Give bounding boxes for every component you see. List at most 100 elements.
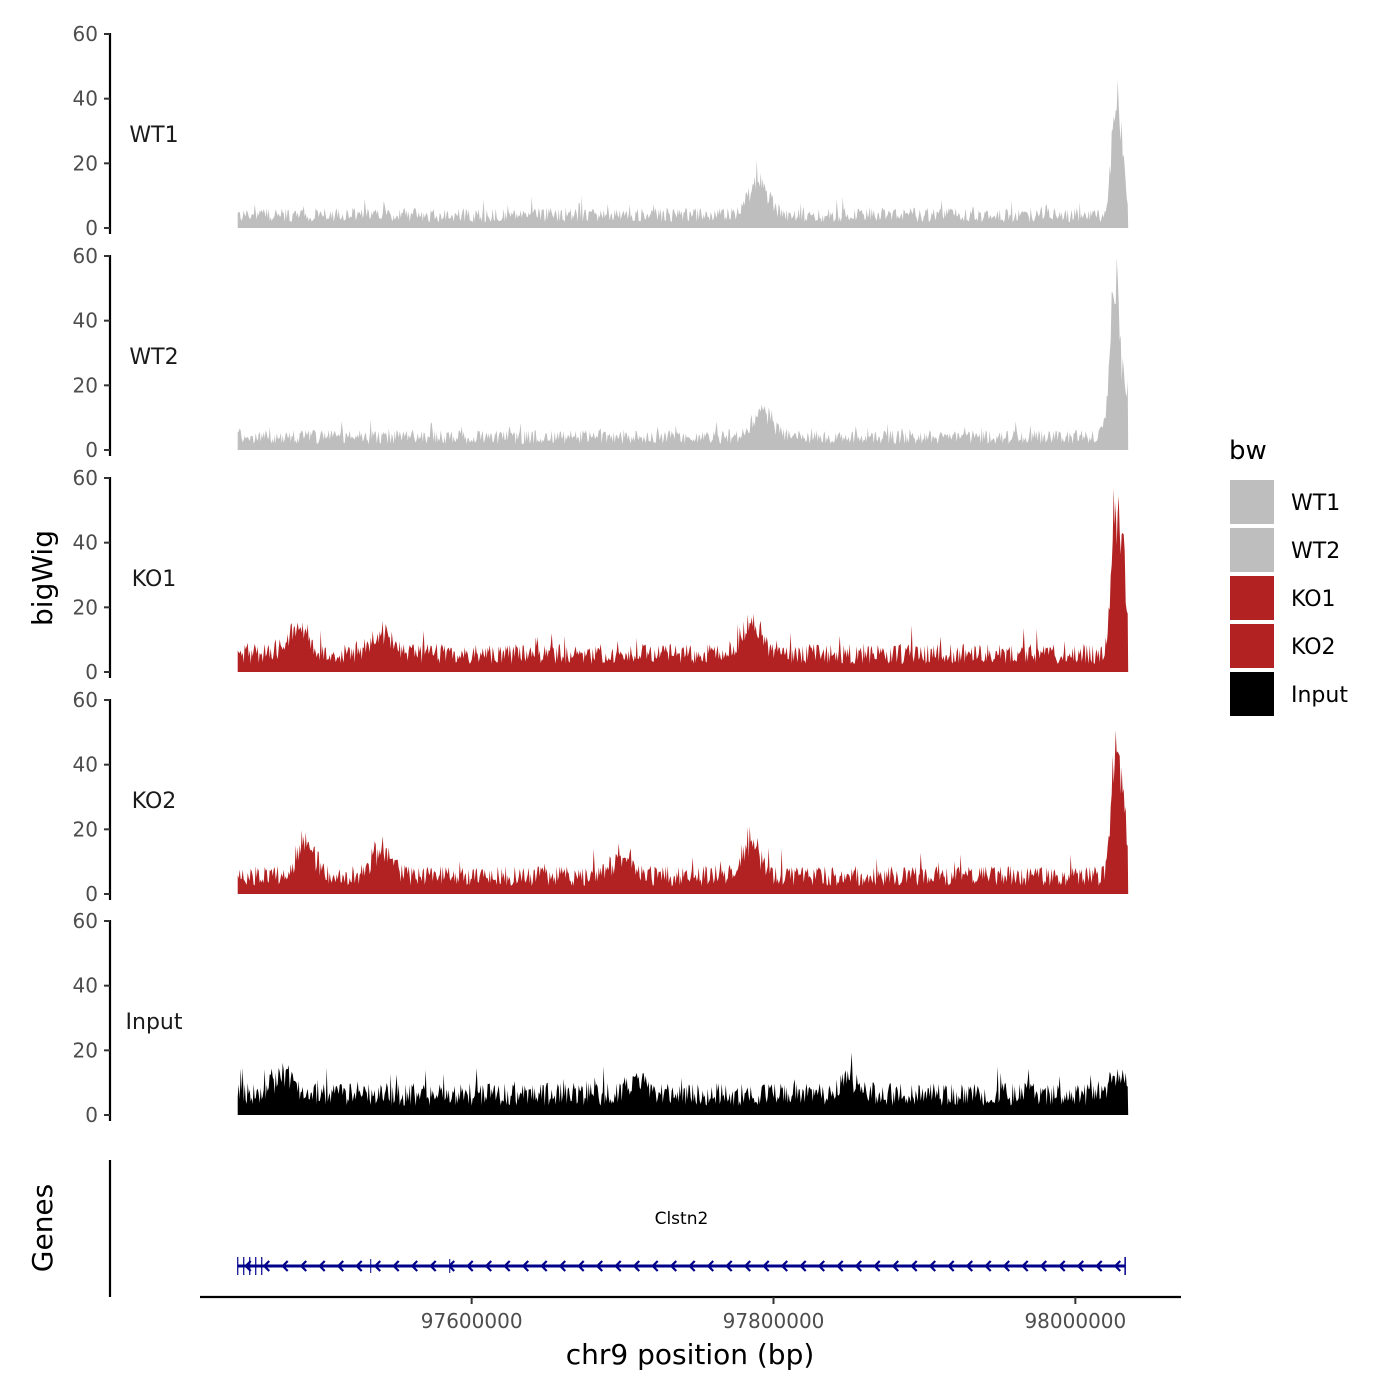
track-panel-wt1: 0 20 40 60 WT1 xyxy=(73,22,1129,240)
strand-arrow xyxy=(1076,1260,1085,1272)
legend-label-ko2: KO2 xyxy=(1291,635,1336,660)
strand-arrow xyxy=(466,1260,474,1272)
strand-arrow xyxy=(558,1260,567,1272)
genes-axis-title: Genes xyxy=(26,1184,59,1272)
legend-label-input: Input xyxy=(1291,683,1348,708)
strand-arrow xyxy=(706,1260,715,1272)
gene-clstn2: Clstn2 xyxy=(237,1209,1126,1275)
x-tick-label: 97800000 xyxy=(723,1309,825,1333)
strand-arrow xyxy=(521,1260,530,1272)
y-tick-label: 0 xyxy=(85,216,98,240)
strand-arrow xyxy=(743,1260,752,1272)
strand-arrow xyxy=(447,1260,456,1272)
strand-arrow xyxy=(984,1260,992,1272)
strand-arrow xyxy=(910,1260,918,1272)
strand-arrow xyxy=(484,1260,493,1272)
signal-area-wt1 xyxy=(237,79,1129,228)
y-tick-label: 40 xyxy=(73,87,98,111)
track-label-input: Input xyxy=(126,1010,183,1035)
strand-arrow xyxy=(595,1260,604,1272)
signal-area-wt2 xyxy=(237,257,1129,450)
y-tick-label: 20 xyxy=(73,595,98,619)
strand-arrow xyxy=(1095,1260,1103,1272)
strand-arrow xyxy=(669,1260,678,1272)
signal-area-ko2 xyxy=(237,730,1129,894)
strand-arrow xyxy=(651,1260,659,1272)
legend-label-wt1: WT1 xyxy=(1291,491,1340,516)
strand-arrow xyxy=(947,1260,955,1272)
strand-arrow xyxy=(410,1260,419,1272)
legend-title: bw xyxy=(1229,436,1267,466)
track-panel-ko2: 0 20 40 60 KO2 xyxy=(73,688,1129,906)
y-tick-label: 20 xyxy=(73,373,98,397)
x-axis: 97600000 97800000 98000000 xyxy=(200,1295,1181,1333)
strand-arrow xyxy=(262,1260,271,1272)
strand-arrow xyxy=(244,1260,252,1272)
y-tick-label: 0 xyxy=(85,438,98,462)
bigwig-tracks: 0 20 40 60 WT1 0 20 40 60 WT2 0 20 40 60 KO1 0 20 40 60 KO2… xyxy=(73,22,1129,1127)
strand-arrow xyxy=(725,1260,733,1272)
track-label-ko2: KO2 xyxy=(132,789,177,814)
strand-arrow xyxy=(817,1260,826,1272)
strand-arrow xyxy=(373,1260,382,1272)
strand-arrow xyxy=(1039,1260,1048,1272)
strand-arrow xyxy=(688,1260,696,1272)
strand-arrow xyxy=(928,1260,937,1272)
track-label-wt1: WT1 xyxy=(129,123,178,148)
strand-arrow xyxy=(299,1260,308,1272)
legend-swatch-ko2 xyxy=(1230,624,1274,668)
signal-area-ko1 xyxy=(237,488,1129,672)
y-tick-label: 60 xyxy=(73,688,98,712)
strand-arrow xyxy=(1002,1260,1011,1272)
y-tick-label: 20 xyxy=(73,1038,98,1062)
strand-arrow xyxy=(1113,1260,1122,1272)
y-tick-label: 40 xyxy=(73,974,98,998)
y-tick-label: 0 xyxy=(85,660,98,684)
y-tick-label: 60 xyxy=(73,22,98,46)
track-panel-wt2: 0 20 40 60 WT2 xyxy=(73,244,1129,462)
strand-arrow xyxy=(318,1260,326,1272)
track-label-wt2: WT2 xyxy=(129,345,178,370)
legend-label-wt2: WT2 xyxy=(1291,539,1340,564)
x-tick-label: 98000000 xyxy=(1024,1309,1126,1333)
strand-arrow xyxy=(540,1260,548,1272)
y-tick-label: 20 xyxy=(73,817,98,841)
strand-arrow xyxy=(854,1260,863,1272)
legend: WT1 WT2 KO1 KO2 Input xyxy=(1230,480,1348,716)
strand-arrow xyxy=(632,1260,641,1272)
strand-arrow xyxy=(780,1260,789,1272)
strand-arrow xyxy=(503,1260,511,1272)
strand-arrow xyxy=(429,1260,437,1272)
strand-arrow xyxy=(1058,1260,1066,1272)
x-axis-title: chr9 position (bp) xyxy=(566,1338,815,1371)
legend-swatch-wt1 xyxy=(1230,480,1274,524)
strand-arrow xyxy=(336,1260,345,1272)
track-panel-input: 0 20 40 60 Input xyxy=(73,909,1129,1127)
strand-arrow xyxy=(873,1260,881,1272)
y-tick-label: 40 xyxy=(73,309,98,333)
y-tick-label: 60 xyxy=(73,909,98,933)
y-tick-label: 60 xyxy=(73,466,98,490)
y-tick-label: 20 xyxy=(73,151,98,175)
x-tick-label: 97600000 xyxy=(421,1309,523,1333)
strand-arrow xyxy=(614,1260,622,1272)
signal-area-input xyxy=(237,1052,1129,1115)
y-tick-label: 40 xyxy=(73,531,98,555)
strand-arrow xyxy=(799,1260,807,1272)
y-axis-title: bigWig xyxy=(26,530,59,626)
strand-arrow xyxy=(891,1260,900,1272)
gene-name-label: Clstn2 xyxy=(655,1209,709,1229)
strand-arrow xyxy=(762,1260,770,1272)
strand-arrow xyxy=(965,1260,974,1272)
y-tick-label: 60 xyxy=(73,244,98,268)
legend-label-ko1: KO1 xyxy=(1291,587,1336,612)
track-panel-ko1: 0 20 40 60 KO1 xyxy=(73,466,1129,684)
y-tick-label: 0 xyxy=(85,1103,98,1127)
y-tick-label: 0 xyxy=(85,882,98,906)
strand-arrow xyxy=(1021,1260,1029,1272)
legend-swatch-ko1 xyxy=(1230,576,1274,620)
legend-swatch-input xyxy=(1230,672,1274,716)
gene-track: Clstn2 xyxy=(108,1160,1126,1297)
legend-swatch-wt2 xyxy=(1230,528,1274,572)
